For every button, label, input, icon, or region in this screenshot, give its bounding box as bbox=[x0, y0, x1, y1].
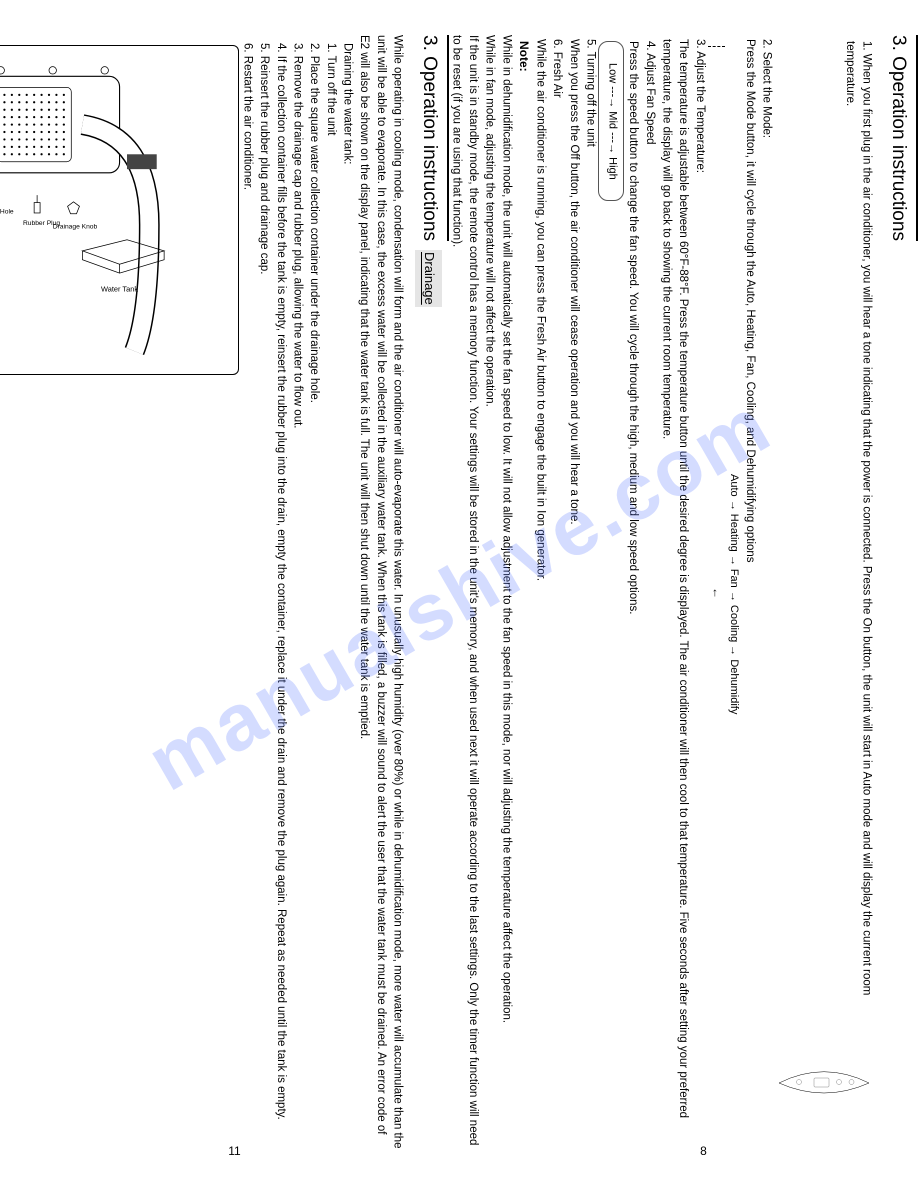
page-11: 3. Operation instructions Drainage While… bbox=[10, 20, 459, 1168]
svg-text:Drainage Knob: Drainage Knob bbox=[52, 224, 97, 231]
mode-item: Auto bbox=[728, 474, 740, 497]
drain-steps: 1. Turn off the unit 2. Place the square… bbox=[239, 43, 339, 1153]
note-item: If the unit is in standby mode, the remo… bbox=[448, 35, 481, 1149]
step3-block: 3. Adjust the Temperature: The temperatu… bbox=[658, 39, 708, 1153]
dash-arrow-icon: ---→ bbox=[606, 86, 618, 111]
drainage-intro: While operating in cooling mode, condens… bbox=[355, 35, 405, 1153]
step4-body: Press the speed button to change the fan… bbox=[624, 41, 641, 1153]
drain-step: 3. Remove the drainage cap and rubber pl… bbox=[289, 43, 306, 1150]
mode-item: Heating bbox=[728, 514, 740, 552]
step5-block: 5. Turning off the unit When you press t… bbox=[565, 39, 598, 1153]
note-item: While in dehumidification mode, the unit… bbox=[498, 35, 515, 1149]
dash-arrow-icon: ---→ bbox=[606, 132, 618, 157]
intro-paragraph: While operating in cooling mode, condens… bbox=[355, 35, 405, 1149]
drain-step: 4. If the collection container fills bef… bbox=[272, 43, 289, 1150]
drain-subheading: Draining the water tank: bbox=[339, 43, 356, 1150]
step2-block: 2. Select the Mode: Press the Mode butto… bbox=[741, 39, 774, 1153]
step3-body: The temperature is adjustable between 60… bbox=[658, 39, 691, 1153]
note-item: While in fan mode, adjusting the tempera… bbox=[481, 35, 498, 1149]
step4-head: 4. Adjust Fan Speed bbox=[641, 41, 658, 1153]
drain-step: 6. Restart the air conditioner. bbox=[239, 43, 256, 1150]
note-heading: Note: bbox=[514, 41, 531, 1151]
step3-head: 3. Adjust the Temperature: bbox=[691, 39, 708, 1153]
unit-diagram-figure: Drainage Hole Rubber Plug Drainage Knob … bbox=[0, 45, 239, 375]
speed-item: Low bbox=[606, 63, 618, 83]
mode-item: Cooling bbox=[728, 605, 740, 642]
page-number: 11 bbox=[228, 1143, 240, 1160]
step2-head: 2. Select the Mode: bbox=[758, 39, 775, 1153]
step2-body: Press the Mode button, it will cycle thr… bbox=[741, 39, 758, 1153]
notes-block: While in dehumidification mode, the unit… bbox=[448, 35, 515, 1153]
svg-text:Drainage Hole: Drainage Hole bbox=[0, 209, 14, 216]
drain-step: 5. Reinsert the rubber plug and drainage… bbox=[255, 43, 272, 1150]
step1-text: 1. When you first plug in the air condit… bbox=[774, 41, 874, 1049]
page-spread: 3. Operation instructions Drainage While… bbox=[10, 20, 908, 1168]
step6-block: 6. Fresh Air While the air conditioner i… bbox=[532, 39, 565, 1153]
mode-item: Fan bbox=[728, 569, 740, 588]
section-title: 3. Operation instructions bbox=[415, 35, 449, 241]
drain-step: 1. Turn off the unit bbox=[322, 43, 339, 1150]
drain-steps-block: Draining the water tank: 1. Turn off the… bbox=[239, 43, 356, 1153]
arrow-icon: → bbox=[728, 591, 740, 602]
drainage-heading: Drainage bbox=[415, 250, 442, 307]
mode-cycle-diagram: Auto → Heating → Fan → Cooling → Dehumid… bbox=[708, 41, 741, 1147]
speed-item: Mid bbox=[606, 111, 618, 129]
arrow-icon: → bbox=[728, 555, 740, 566]
svg-text:Water Tank: Water Tank bbox=[101, 285, 138, 294]
arrow-icon: → bbox=[728, 645, 740, 656]
step1-row: 1. When you first plug in the air condit… bbox=[774, 41, 874, 1153]
section-title: 3. Operation instructions bbox=[884, 35, 918, 241]
page-8: 3. Operation instructions 1. When you fi… bbox=[479, 20, 918, 1168]
speed-cycle-diagram: Low ---→ Mid ---→ High bbox=[598, 41, 624, 201]
ac-unit-illustration: Drainage Hole Rubber Plug Drainage Knob … bbox=[0, 54, 230, 366]
step6-body: While the air conditioner is running, yo… bbox=[532, 39, 549, 1153]
drain-step: 2. Place the square water collection con… bbox=[305, 43, 322, 1150]
page-number: 8 bbox=[700, 1143, 707, 1160]
step5-body: When you press the Off button, the air c… bbox=[565, 39, 582, 1153]
step5-head: 5. Turning off the unit bbox=[582, 39, 599, 1153]
speed-item: High bbox=[606, 157, 618, 180]
mode-item: Dehumidify bbox=[728, 659, 740, 714]
step6-head: 6. Fresh Air bbox=[548, 39, 565, 1153]
cycle-return-arrow: ← bbox=[708, 46, 725, 1144]
control-panel-illustration bbox=[774, 1053, 874, 1153]
arrow-icon: → bbox=[728, 500, 740, 511]
step4-block: 4. Adjust Fan Speed Press the speed butt… bbox=[624, 41, 657, 1153]
